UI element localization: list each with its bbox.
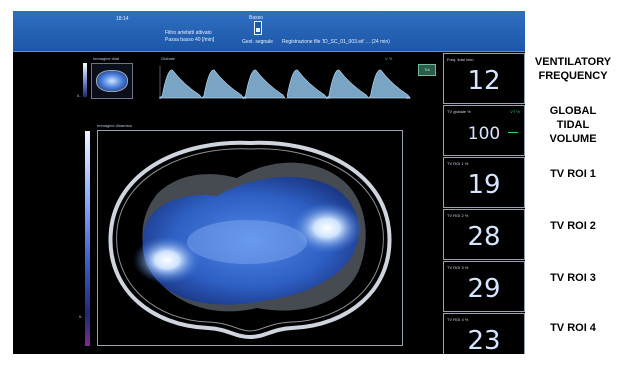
status-bar: 18:14 Filtro artefatti attivato Passa ba… bbox=[13, 11, 525, 52]
readout-label: TV ROI 2 % bbox=[447, 213, 469, 218]
wave-x-tick-30: 30 bbox=[406, 95, 411, 100]
readout-value: 28 bbox=[467, 222, 501, 252]
global-impedance-waveform bbox=[158, 62, 412, 106]
readout-tv-roi-1: TV ROI 1 % 19 bbox=[443, 157, 525, 208]
readout-value: 12 bbox=[467, 66, 501, 96]
ventilation-hotspot-left bbox=[133, 236, 201, 284]
readout-tv-roi-3: TV ROI 3 % 29 bbox=[443, 261, 525, 312]
annotation-tv-roi-2: TV ROI 2 bbox=[550, 220, 596, 232]
tidal-image-label: Immagine tidal bbox=[93, 56, 120, 61]
global-wave-label: Globale bbox=[161, 56, 175, 61]
readout-value: 19 bbox=[467, 170, 501, 200]
wave-x-tick-10: 10 bbox=[242, 95, 247, 100]
vt-trend-line bbox=[508, 132, 518, 133]
clock: 18:14 bbox=[116, 16, 129, 22]
readout-label: TV ROI 1 % bbox=[447, 161, 469, 166]
gain-toggle[interactable] bbox=[254, 21, 262, 35]
waveform-graph bbox=[159, 66, 411, 99]
readout-label: Freq. tidal /min bbox=[447, 57, 474, 62]
annotation-tv-roi-1: TV ROI 1 bbox=[550, 168, 596, 180]
readout-value: 100 bbox=[467, 124, 501, 144]
readout-global-tidal-volume: TV globale % VT % 100 bbox=[443, 105, 525, 156]
wave-x-tick-0: 0 bbox=[159, 95, 162, 100]
dynamic-image-label: Immagine dinamica bbox=[97, 123, 132, 128]
readout-label: TV ROI 3 % bbox=[447, 265, 469, 270]
annotation-tv-roi-4: TV ROI 4 bbox=[550, 322, 596, 334]
eit-monitor-screen: 18:14 Filtro artefatti attivato Passa ba… bbox=[13, 11, 525, 354]
annotation-global-tidal-volume: GLOBAL TIDAL VOLUME bbox=[549, 105, 597, 145]
dynamic-color-scale bbox=[85, 131, 90, 346]
readout-label: TV ROI 4 % bbox=[447, 317, 469, 322]
total-button[interactable]: Tot bbox=[418, 64, 436, 76]
readout-label: TV globale % bbox=[447, 109, 471, 114]
tidal-scale-min: 0- bbox=[77, 93, 81, 98]
dynamic-scale-min: 0- bbox=[79, 314, 83, 319]
readout-column: Freq. tidal /min 12 TV globale % VT % 10… bbox=[443, 51, 525, 354]
recording-status: Registrazione file 'ID_SC_01_003.eit' ..… bbox=[282, 39, 390, 45]
lowpass-status: Passa basso 40 [/min] bbox=[165, 37, 215, 43]
signal-management-button[interactable]: Gest. segnale bbox=[242, 39, 273, 45]
gain-label: Basso bbox=[249, 15, 263, 21]
annotation-ventilatory-frequency: VENTILATORY FREQUENCY bbox=[534, 56, 612, 82]
annotation-tv-roi-3: TV ROI 3 bbox=[550, 272, 596, 284]
global-wave-unit: V % bbox=[385, 56, 393, 61]
wave-x-tick-20: 20 bbox=[326, 95, 331, 100]
thorax-outline bbox=[108, 140, 392, 340]
tidal-image-thumbnail[interactable] bbox=[91, 63, 133, 99]
dynamic-image-frame bbox=[97, 130, 403, 346]
readout-tv-roi-2: TV ROI 2 % 28 bbox=[443, 209, 525, 260]
tidal-color-scale bbox=[83, 63, 87, 97]
thorax-impedance-image bbox=[108, 140, 392, 340]
vt-indicator: VT % bbox=[510, 109, 520, 114]
filter-status: Filtro artefatti attivato bbox=[165, 30, 212, 36]
readout-value: 29 bbox=[467, 274, 501, 304]
ventilation-hotspot-right bbox=[291, 202, 363, 254]
ventilation-midzone bbox=[187, 220, 307, 264]
readout-tidal-frequency: Freq. tidal /min 12 bbox=[443, 53, 525, 104]
readout-value: 23 bbox=[467, 326, 501, 354]
tidal-thumbnail-image bbox=[96, 70, 128, 92]
readout-tv-roi-4: TV ROI 4 % 23 bbox=[443, 313, 525, 354]
